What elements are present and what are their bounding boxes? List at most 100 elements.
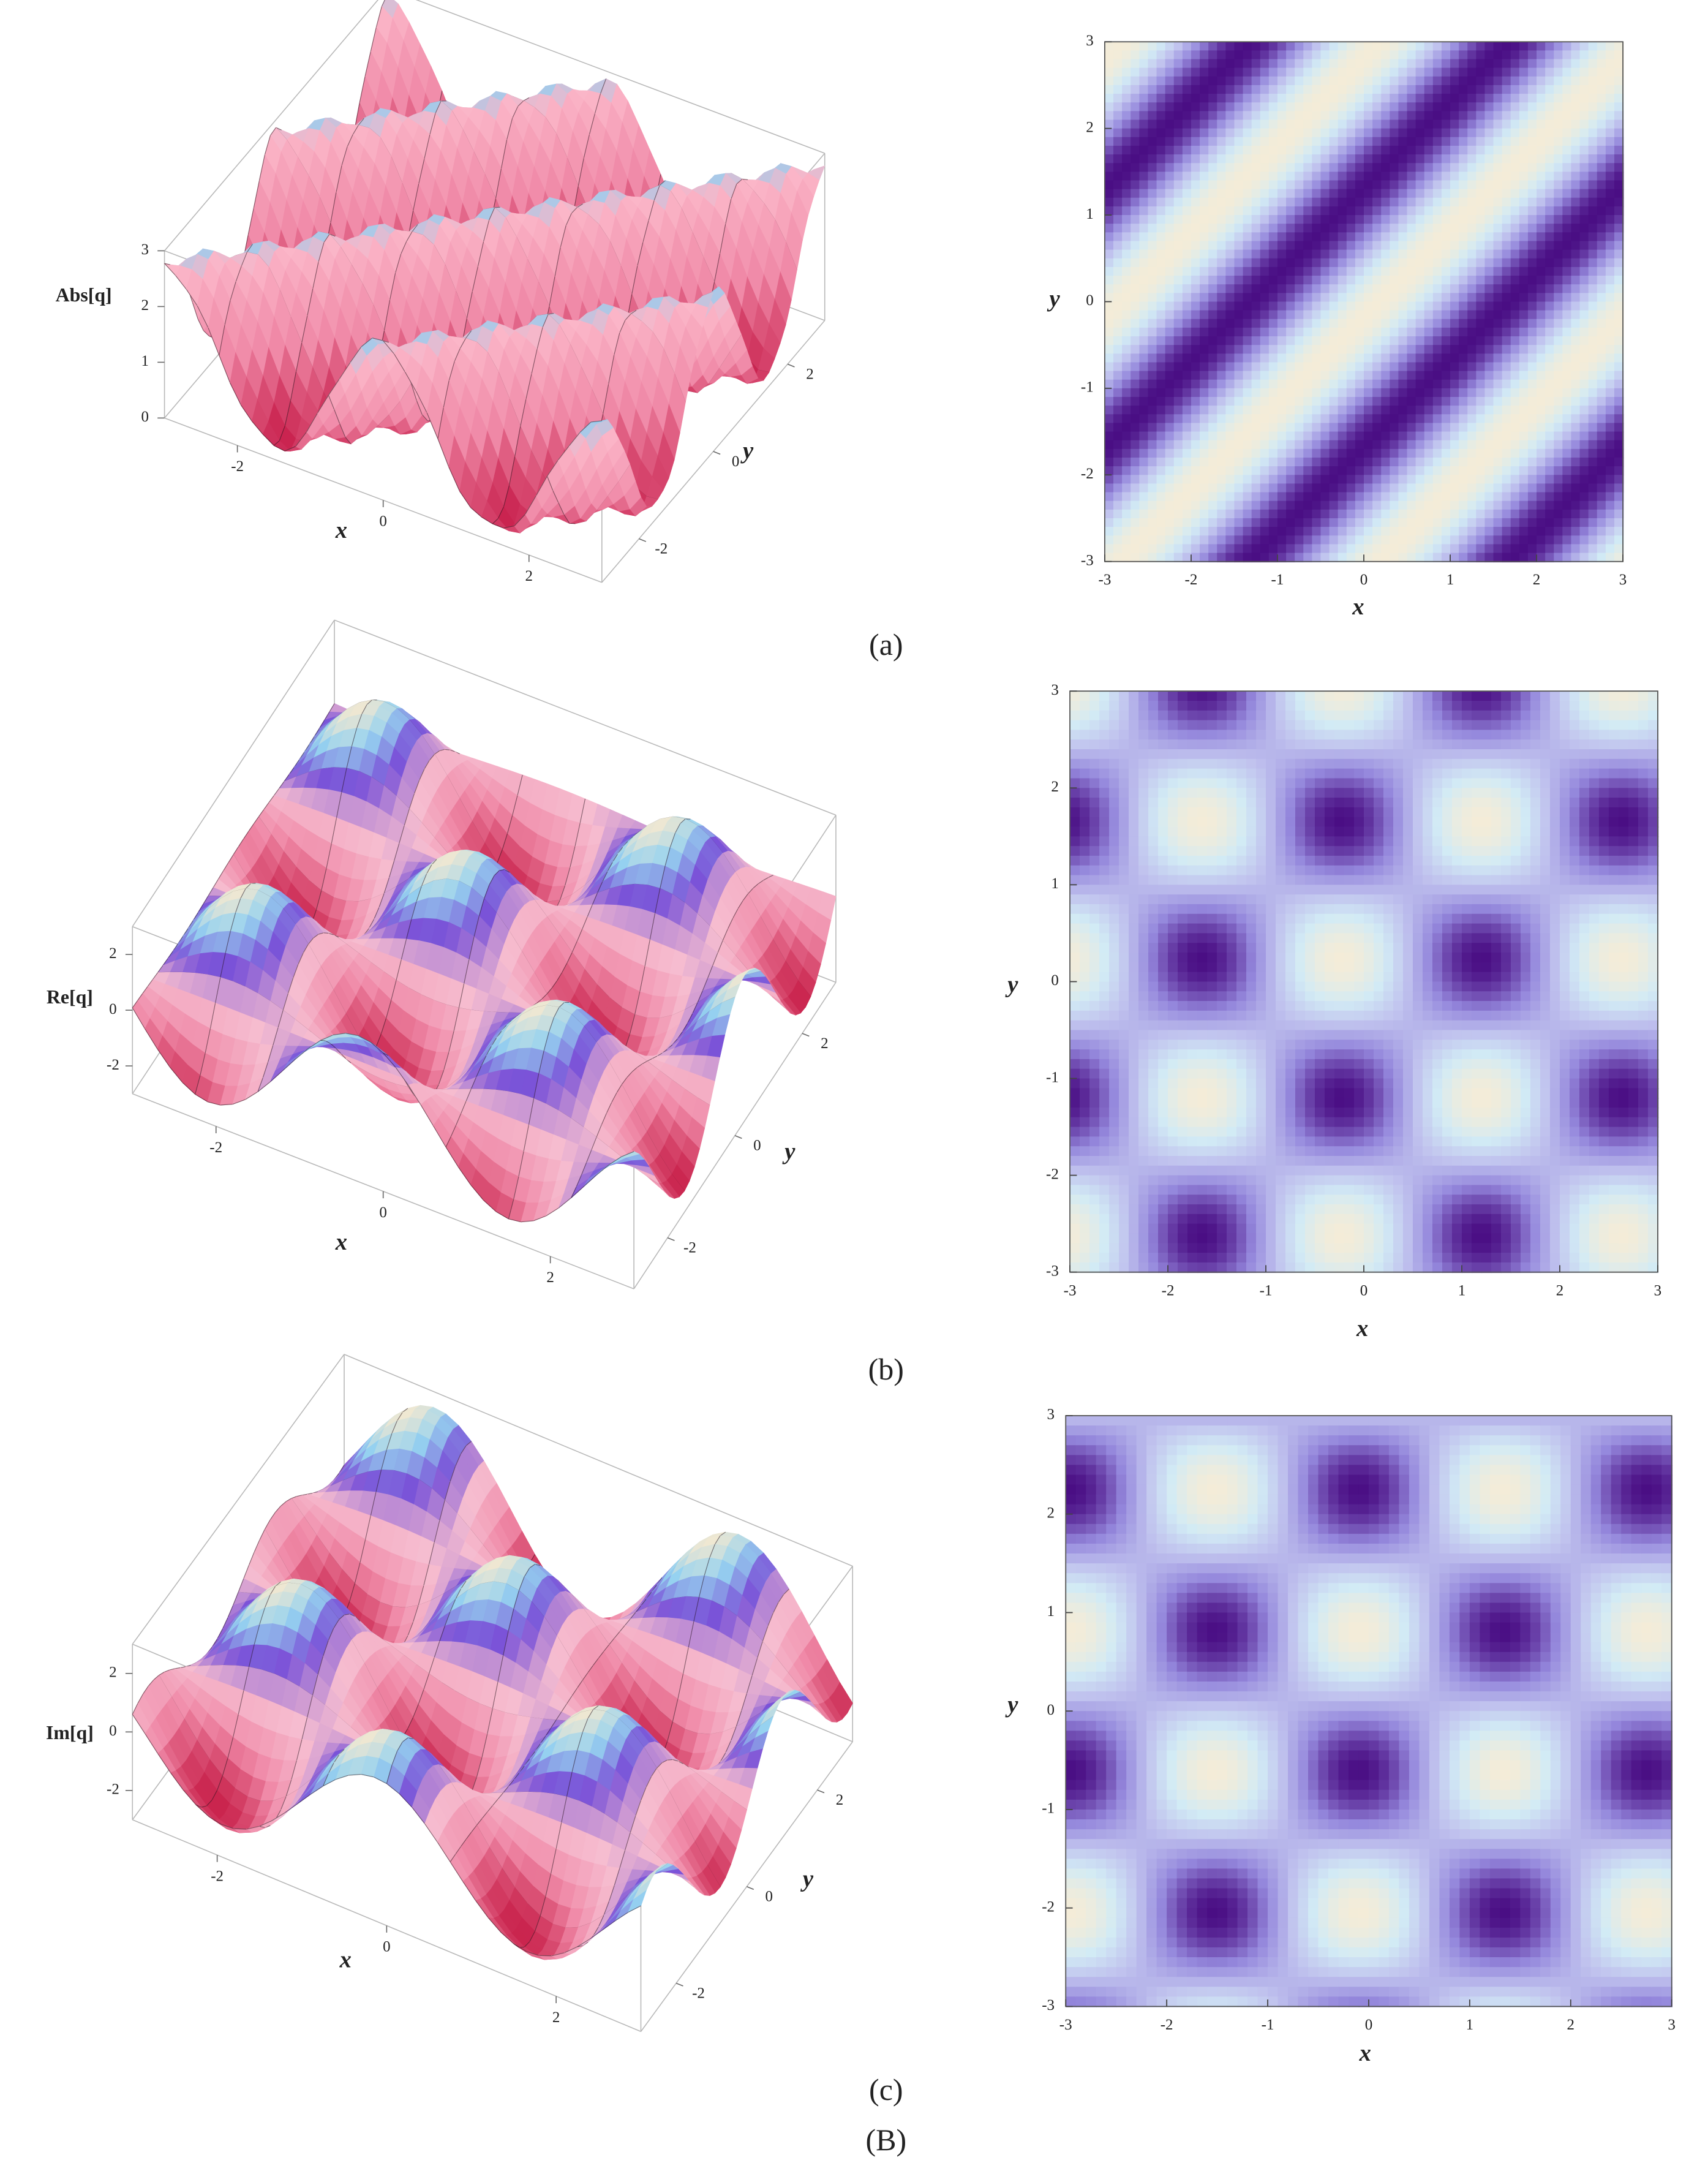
density-cell: [1320, 198, 1330, 208]
density-cell: [1157, 259, 1166, 268]
density-cell: [1277, 336, 1287, 346]
density-cell: [1157, 42, 1166, 51]
density-cell: [1260, 111, 1270, 121]
density-cell: [1105, 414, 1114, 424]
density-cell: [1467, 527, 1477, 537]
density-cell: [1416, 475, 1425, 485]
density-cell: [1131, 527, 1140, 537]
density-cell: [1355, 501, 1364, 511]
density-cell: [1260, 102, 1270, 112]
density-cell: [1364, 301, 1373, 311]
density-cell: [1442, 553, 1451, 563]
density-cell: [1303, 458, 1312, 467]
density-cell: [1252, 501, 1261, 511]
density-cell: [1174, 68, 1183, 78]
density-cell: [1217, 493, 1226, 502]
density-cell: [1330, 353, 1339, 363]
density-cell: [1398, 284, 1407, 294]
density-cell: [1355, 50, 1364, 60]
density-cell: [1157, 423, 1166, 432]
density-cell: [1338, 388, 1347, 398]
density-cell: [1347, 154, 1356, 164]
density-cell: [1131, 293, 1140, 303]
density-cell: [1459, 259, 1468, 268]
density-cell: [1355, 345, 1364, 355]
density-cell: [1183, 353, 1192, 363]
density-cell: [1139, 406, 1148, 415]
density-cell: [1139, 241, 1148, 251]
density-cell: [1234, 120, 1243, 130]
density-cell: [1148, 267, 1157, 277]
density-cell: [1157, 146, 1166, 156]
density-cell: [1416, 259, 1425, 268]
density-cell: [1234, 527, 1243, 537]
density-cell: [1139, 432, 1148, 442]
density-cell: [1484, 311, 1494, 320]
density-cell: [1442, 388, 1451, 398]
density-cell: [1286, 518, 1295, 528]
density-cell: [1174, 284, 1183, 294]
density-cell: [1476, 553, 1485, 563]
density-cell: [1424, 510, 1434, 519]
density-cell: [1381, 163, 1390, 173]
density-cell: [1295, 267, 1304, 277]
density-cell: [1467, 241, 1477, 251]
density-cell: [1467, 423, 1477, 432]
density-cell: [1416, 466, 1425, 476]
density-cell: [1295, 362, 1304, 372]
density-cell: [1476, 267, 1485, 277]
density-cell: [1476, 129, 1485, 138]
density-cell: [1312, 362, 1321, 372]
density-cell: [1459, 241, 1468, 251]
density-cell: [1364, 276, 1373, 285]
density-cell: [1131, 501, 1140, 511]
density-cell: [1398, 276, 1407, 285]
density-cell: [1105, 250, 1114, 260]
density-cell: [1459, 154, 1468, 164]
density-cell: [1148, 172, 1157, 181]
density-cell: [1476, 501, 1485, 511]
density-cell: [1364, 440, 1373, 450]
density-cell: [1484, 388, 1494, 398]
density-cell: [1381, 544, 1390, 554]
density-cell: [1416, 483, 1425, 493]
density-cell: [1330, 50, 1339, 60]
density-cell: [1416, 137, 1425, 147]
density-cell: [1494, 137, 1503, 147]
density-cell: [1191, 259, 1200, 268]
density-cell: [1330, 241, 1339, 251]
density-cell: [1131, 345, 1140, 355]
density-cell: [1269, 345, 1278, 355]
density-cell: [1191, 77, 1200, 86]
density-cell: [1252, 163, 1261, 173]
density-cell: [1217, 362, 1226, 372]
density-cell: [1286, 241, 1295, 251]
density-cell: [1442, 59, 1451, 69]
density-cell: [1269, 544, 1278, 554]
density-cell: [1131, 102, 1140, 112]
density-cell: [1407, 267, 1416, 277]
density-cell: [1416, 154, 1425, 164]
density-cell: [1157, 362, 1166, 372]
density-cell: [1113, 449, 1123, 459]
density-cell: [1183, 146, 1192, 156]
density-cell: [1330, 301, 1339, 311]
density-cell: [1347, 397, 1356, 407]
density-cell: [1459, 553, 1468, 563]
density-cell: [1390, 319, 1399, 329]
density-cell: [1234, 449, 1243, 459]
density-cell: [1286, 85, 1295, 95]
density-cell: [1476, 50, 1485, 60]
density-cell: [1450, 501, 1459, 511]
density-cell: [1131, 449, 1140, 459]
density-cell: [1139, 483, 1148, 493]
density-cell: [1148, 397, 1157, 407]
density-cell: [1191, 189, 1200, 199]
density-cell: [1347, 527, 1356, 537]
density-cell: [1320, 353, 1330, 363]
density-cell: [1467, 475, 1477, 485]
density-cell: [1330, 449, 1339, 459]
density-cell: [1295, 388, 1304, 398]
density-cell: [1200, 267, 1209, 277]
density-cell: [1424, 301, 1434, 311]
